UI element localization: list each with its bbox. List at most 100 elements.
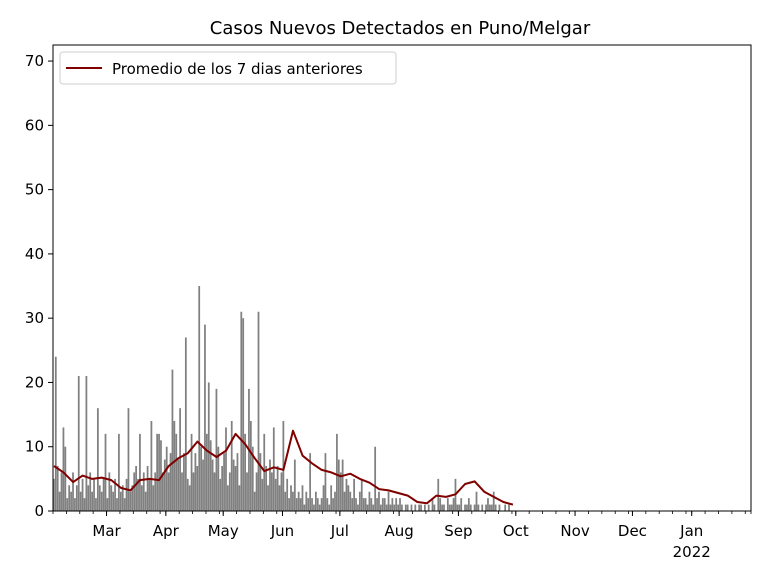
y-tick-label: 30 — [25, 309, 44, 327]
x-tick-label: Jan — [679, 522, 703, 540]
bar — [188, 485, 191, 511]
bar — [477, 504, 480, 511]
bar — [66, 498, 69, 511]
bar — [205, 433, 208, 511]
bar — [114, 478, 116, 511]
bar — [316, 498, 319, 511]
bar — [238, 485, 241, 511]
x-tick-label: Nov — [560, 522, 589, 540]
bar — [75, 485, 78, 511]
bar — [473, 504, 476, 511]
bar — [314, 491, 317, 511]
legend-box — [59, 51, 397, 85]
bar — [320, 498, 323, 511]
bar — [362, 498, 365, 511]
bar — [104, 433, 107, 511]
bar — [466, 504, 468, 511]
bar — [102, 478, 105, 511]
bar — [125, 478, 128, 511]
bar — [177, 459, 180, 511]
bar — [397, 504, 399, 511]
bar — [381, 498, 384, 511]
bar — [200, 446, 203, 511]
bar — [225, 427, 227, 511]
bar — [211, 459, 214, 511]
bar — [464, 504, 466, 511]
bar — [213, 472, 216, 511]
bar — [395, 498, 398, 511]
bar — [446, 498, 449, 511]
line-layer — [53, 429, 514, 506]
bar — [204, 324, 206, 511]
bar — [221, 466, 224, 511]
bar — [64, 446, 67, 511]
bar — [481, 504, 484, 511]
bar — [414, 504, 417, 511]
bar — [267, 485, 269, 511]
bar — [85, 376, 88, 511]
bar — [139, 433, 141, 511]
bar — [452, 498, 455, 511]
bar — [280, 472, 283, 511]
bar — [368, 491, 371, 511]
bar — [460, 498, 463, 511]
bar — [492, 491, 495, 511]
x-tick-label: Sep — [444, 522, 472, 540]
bar — [322, 485, 325, 511]
bar — [433, 504, 436, 511]
y-tick-label: 20 — [25, 373, 44, 391]
bar — [357, 504, 359, 511]
bar — [135, 466, 137, 511]
bar — [70, 491, 72, 511]
bar — [150, 421, 153, 511]
bar — [410, 504, 413, 511]
bar — [487, 498, 489, 511]
bar — [475, 491, 478, 511]
bar — [288, 498, 290, 511]
bar — [106, 498, 109, 511]
bar — [358, 491, 361, 511]
y-tick-label: 70 — [25, 52, 44, 70]
bar — [383, 498, 386, 511]
bar — [244, 433, 246, 511]
bar — [194, 453, 197, 511]
bar — [127, 408, 130, 511]
bar — [485, 504, 487, 511]
bars-layer — [53, 286, 510, 511]
bar — [181, 472, 183, 511]
bar — [330, 485, 333, 511]
legend-label: Promedio de los 7 dias anteriores — [112, 60, 363, 78]
bar — [385, 504, 388, 511]
bar — [81, 478, 84, 511]
bar — [372, 504, 375, 511]
bar — [251, 446, 254, 511]
bar — [504, 504, 507, 511]
y-tick-label: 10 — [25, 438, 44, 456]
bar — [198, 286, 201, 511]
bar — [96, 408, 99, 511]
bar — [278, 485, 281, 511]
plot-area-frame — [52, 44, 752, 512]
bar — [305, 491, 308, 511]
bar — [257, 311, 260, 511]
bar — [98, 485, 101, 511]
bar — [349, 491, 352, 511]
bar — [467, 498, 470, 511]
bar — [123, 498, 126, 511]
bar — [339, 472, 342, 511]
bar — [89, 472, 92, 511]
bar — [215, 388, 218, 511]
bar — [202, 459, 204, 511]
bar — [68, 485, 71, 511]
bar — [423, 504, 426, 511]
bar — [311, 498, 313, 511]
bar — [334, 491, 336, 511]
bar — [53, 478, 55, 511]
x-tick-label: Jul — [330, 522, 349, 540]
bar — [469, 504, 472, 511]
bar — [336, 433, 338, 511]
bar — [144, 491, 147, 511]
bar — [393, 504, 396, 511]
x-tick-label: Aug — [384, 522, 413, 540]
